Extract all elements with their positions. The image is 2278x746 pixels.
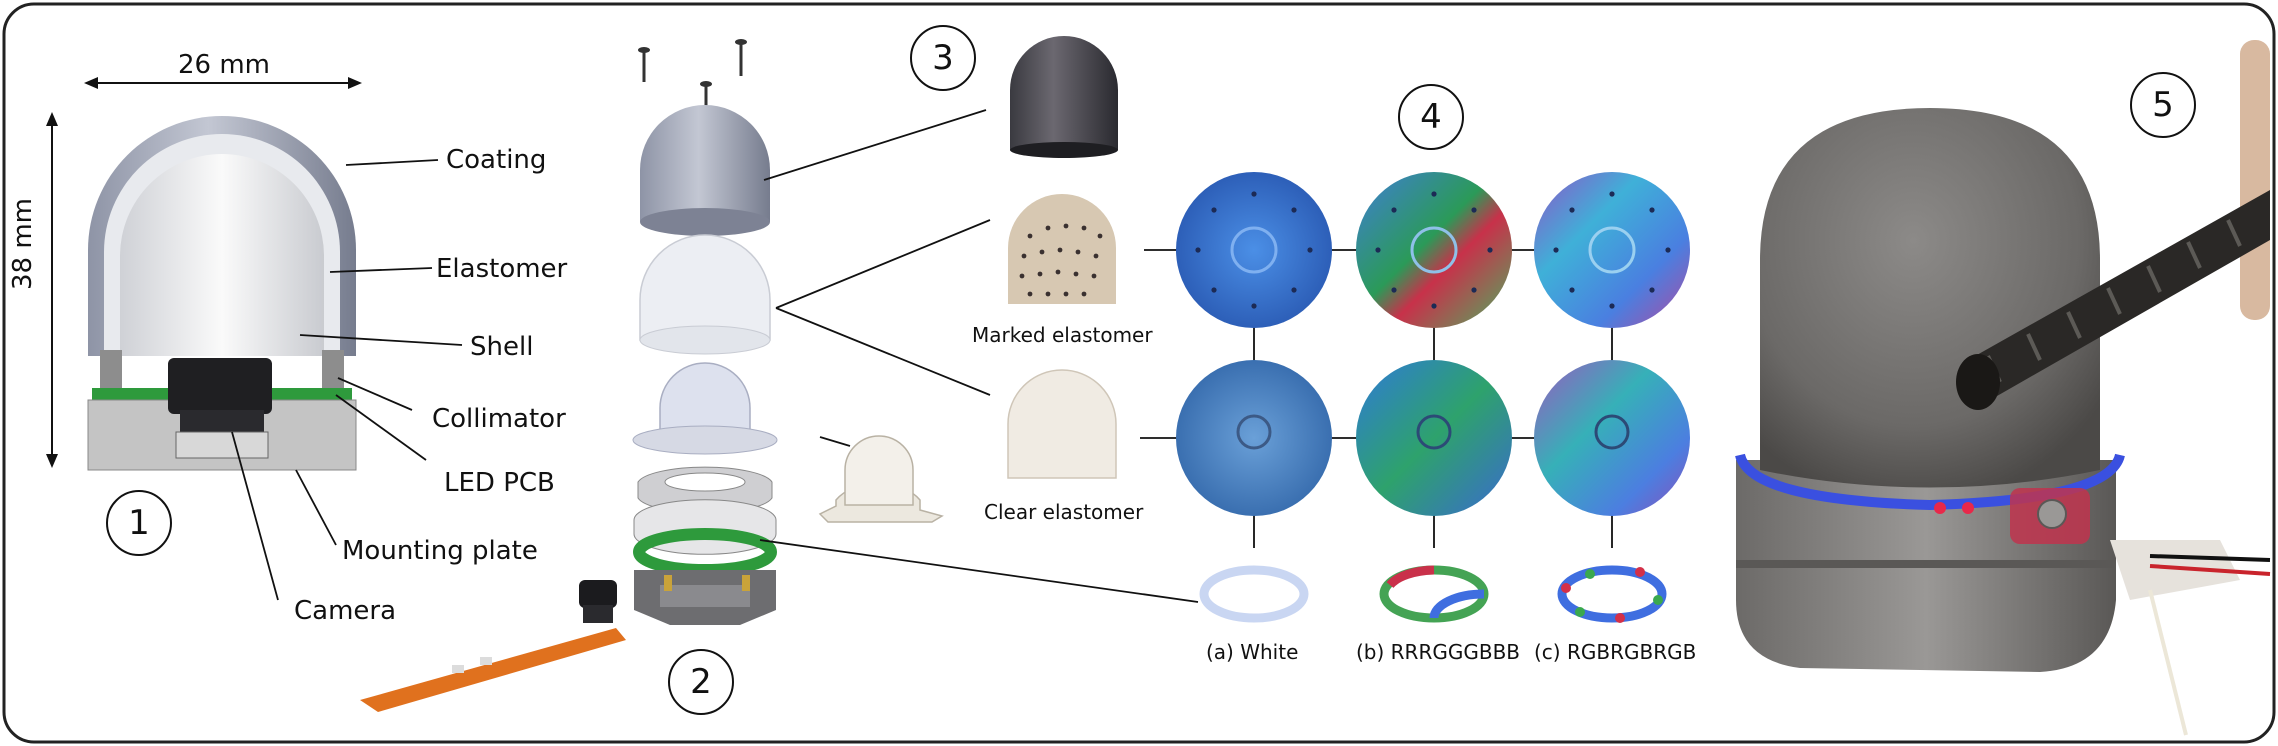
- elastomer-part: [639, 234, 771, 341]
- mounting-plate-label: Mounting plate: [342, 536, 538, 566]
- led-pcb-label: LED PCB: [444, 468, 555, 498]
- panel-number-5: 5: [2130, 72, 2196, 138]
- camera-body: [168, 358, 272, 414]
- panel-number-1: 1: [106, 490, 172, 556]
- threaded-rod: [1968, 190, 2270, 400]
- led-config-rrrgggbbb-label: (b) RRRGGGBBB: [1356, 640, 1521, 664]
- led-config-white-label: (a) White: [1206, 640, 1299, 664]
- cross-section-diagram: [46, 77, 362, 471]
- clear-elastomer-label: Clear elastomer: [984, 500, 1144, 524]
- led-ring-rgbrgbrgb: [1557, 565, 1667, 623]
- led-config-rgbrgbrgb-label: (c) RGBRGBRGB: [1534, 640, 1697, 664]
- coating-label: Coating: [446, 145, 547, 175]
- elastomer-label: Elastomer: [436, 254, 568, 284]
- coated-sensor-photo: [1010, 36, 1118, 150]
- shell-label: Shell: [470, 332, 534, 362]
- panel-number-4: 4: [1398, 84, 1464, 150]
- panel-number-2: 2: [668, 649, 734, 715]
- marked-elastomer-label: Marked elastomer: [972, 323, 1153, 347]
- led-ring-white: [1199, 565, 1309, 623]
- panel-number-3: 3: [910, 25, 976, 91]
- marker-dots: [1019, 223, 1103, 297]
- clear-rgbrgbrgb-image: [1534, 360, 1690, 516]
- tactile-image-grid: [759, 172, 1690, 623]
- camera-label: Camera: [294, 596, 397, 626]
- height-label: 38 mm: [8, 197, 38, 290]
- camera-ribbon-cable: [360, 628, 626, 712]
- coating-part: [640, 105, 770, 222]
- sensor-photo: [1735, 40, 2271, 736]
- width-label: 26 mm: [178, 50, 271, 80]
- clear-rrrgggbbb-image: [1356, 360, 1512, 516]
- collimator-label: Collimator: [432, 404, 566, 434]
- clear-elastomer-photo: [1007, 369, 1117, 479]
- shell-part: [659, 362, 751, 431]
- exploded-view: [360, 39, 778, 712]
- shell-layer: [120, 154, 324, 356]
- clear-white-image: [1176, 360, 1332, 516]
- photo-dome: [1760, 108, 2100, 488]
